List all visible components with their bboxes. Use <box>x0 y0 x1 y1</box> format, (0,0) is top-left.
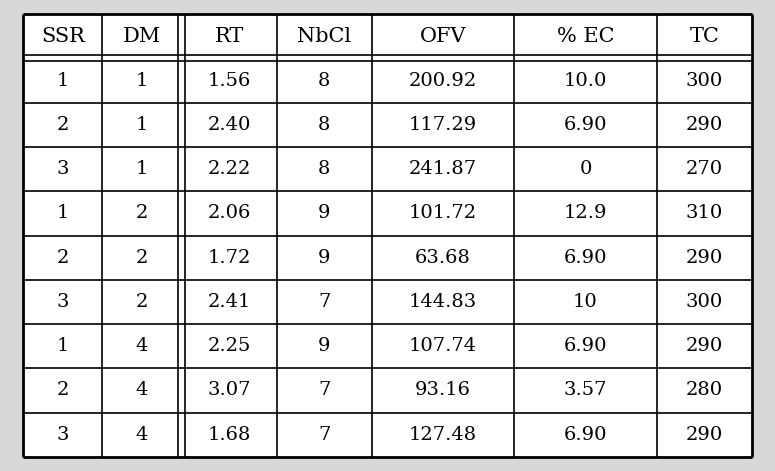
Text: 2.41: 2.41 <box>208 293 251 311</box>
Text: NbCl: NbCl <box>297 27 351 46</box>
Text: 9: 9 <box>318 204 330 222</box>
Text: 300: 300 <box>686 72 723 89</box>
Text: 2: 2 <box>57 116 69 134</box>
Text: 63.68: 63.68 <box>415 249 471 267</box>
Text: TC: TC <box>689 27 719 46</box>
Text: 280: 280 <box>686 382 723 399</box>
Text: 2.25: 2.25 <box>208 337 251 355</box>
Text: 2: 2 <box>57 249 69 267</box>
Text: 2: 2 <box>136 204 148 222</box>
Text: 2: 2 <box>57 382 69 399</box>
Text: 2.22: 2.22 <box>208 160 251 178</box>
Text: 107.74: 107.74 <box>409 337 477 355</box>
Text: % EC: % EC <box>556 27 615 46</box>
Text: 6.90: 6.90 <box>563 249 607 267</box>
Text: 1: 1 <box>57 72 69 89</box>
Text: 8: 8 <box>318 160 330 178</box>
Text: 1: 1 <box>136 116 148 134</box>
Text: 2: 2 <box>136 293 148 311</box>
Text: 7: 7 <box>318 426 330 444</box>
Text: 2: 2 <box>136 249 148 267</box>
Text: 1.56: 1.56 <box>208 72 251 89</box>
Text: RT: RT <box>215 27 244 46</box>
Text: 8: 8 <box>318 72 330 89</box>
Text: 9: 9 <box>318 249 330 267</box>
Text: 3.07: 3.07 <box>208 382 251 399</box>
Text: 12.9: 12.9 <box>563 204 607 222</box>
Text: 3: 3 <box>57 426 69 444</box>
Text: 10: 10 <box>573 293 598 311</box>
Text: 1: 1 <box>57 204 69 222</box>
Text: 1.68: 1.68 <box>208 426 251 444</box>
Text: 3.57: 3.57 <box>563 382 607 399</box>
Text: 290: 290 <box>686 249 723 267</box>
Text: 6.90: 6.90 <box>563 426 607 444</box>
Text: OFV: OFV <box>419 27 467 46</box>
Text: 0: 0 <box>579 160 591 178</box>
Text: 4: 4 <box>136 382 148 399</box>
Text: 6.90: 6.90 <box>563 337 607 355</box>
Text: 241.87: 241.87 <box>409 160 477 178</box>
Text: 7: 7 <box>318 293 330 311</box>
Text: 300: 300 <box>686 293 723 311</box>
Text: 200.92: 200.92 <box>408 72 477 89</box>
Text: 4: 4 <box>136 426 148 444</box>
Text: 93.16: 93.16 <box>415 382 471 399</box>
Text: 3: 3 <box>57 293 69 311</box>
Text: 290: 290 <box>686 116 723 134</box>
Text: 1: 1 <box>136 72 148 89</box>
Text: 1: 1 <box>136 160 148 178</box>
Text: DM: DM <box>123 27 161 46</box>
Text: 4: 4 <box>136 337 148 355</box>
Text: 101.72: 101.72 <box>409 204 477 222</box>
Text: 1: 1 <box>57 337 69 355</box>
Text: 2.06: 2.06 <box>208 204 251 222</box>
Text: 2.40: 2.40 <box>208 116 251 134</box>
Text: 127.48: 127.48 <box>409 426 477 444</box>
Text: 7: 7 <box>318 382 330 399</box>
Text: 9: 9 <box>318 337 330 355</box>
Text: SSR: SSR <box>41 27 84 46</box>
Text: 290: 290 <box>686 337 723 355</box>
Text: 6.90: 6.90 <box>563 116 607 134</box>
Text: 1.72: 1.72 <box>208 249 251 267</box>
Text: 144.83: 144.83 <box>408 293 477 311</box>
Text: 8: 8 <box>318 116 330 134</box>
Text: 310: 310 <box>686 204 723 222</box>
Text: 117.29: 117.29 <box>408 116 477 134</box>
Text: 290: 290 <box>686 426 723 444</box>
Text: 10.0: 10.0 <box>563 72 607 89</box>
Text: 270: 270 <box>686 160 723 178</box>
Text: 3: 3 <box>57 160 69 178</box>
